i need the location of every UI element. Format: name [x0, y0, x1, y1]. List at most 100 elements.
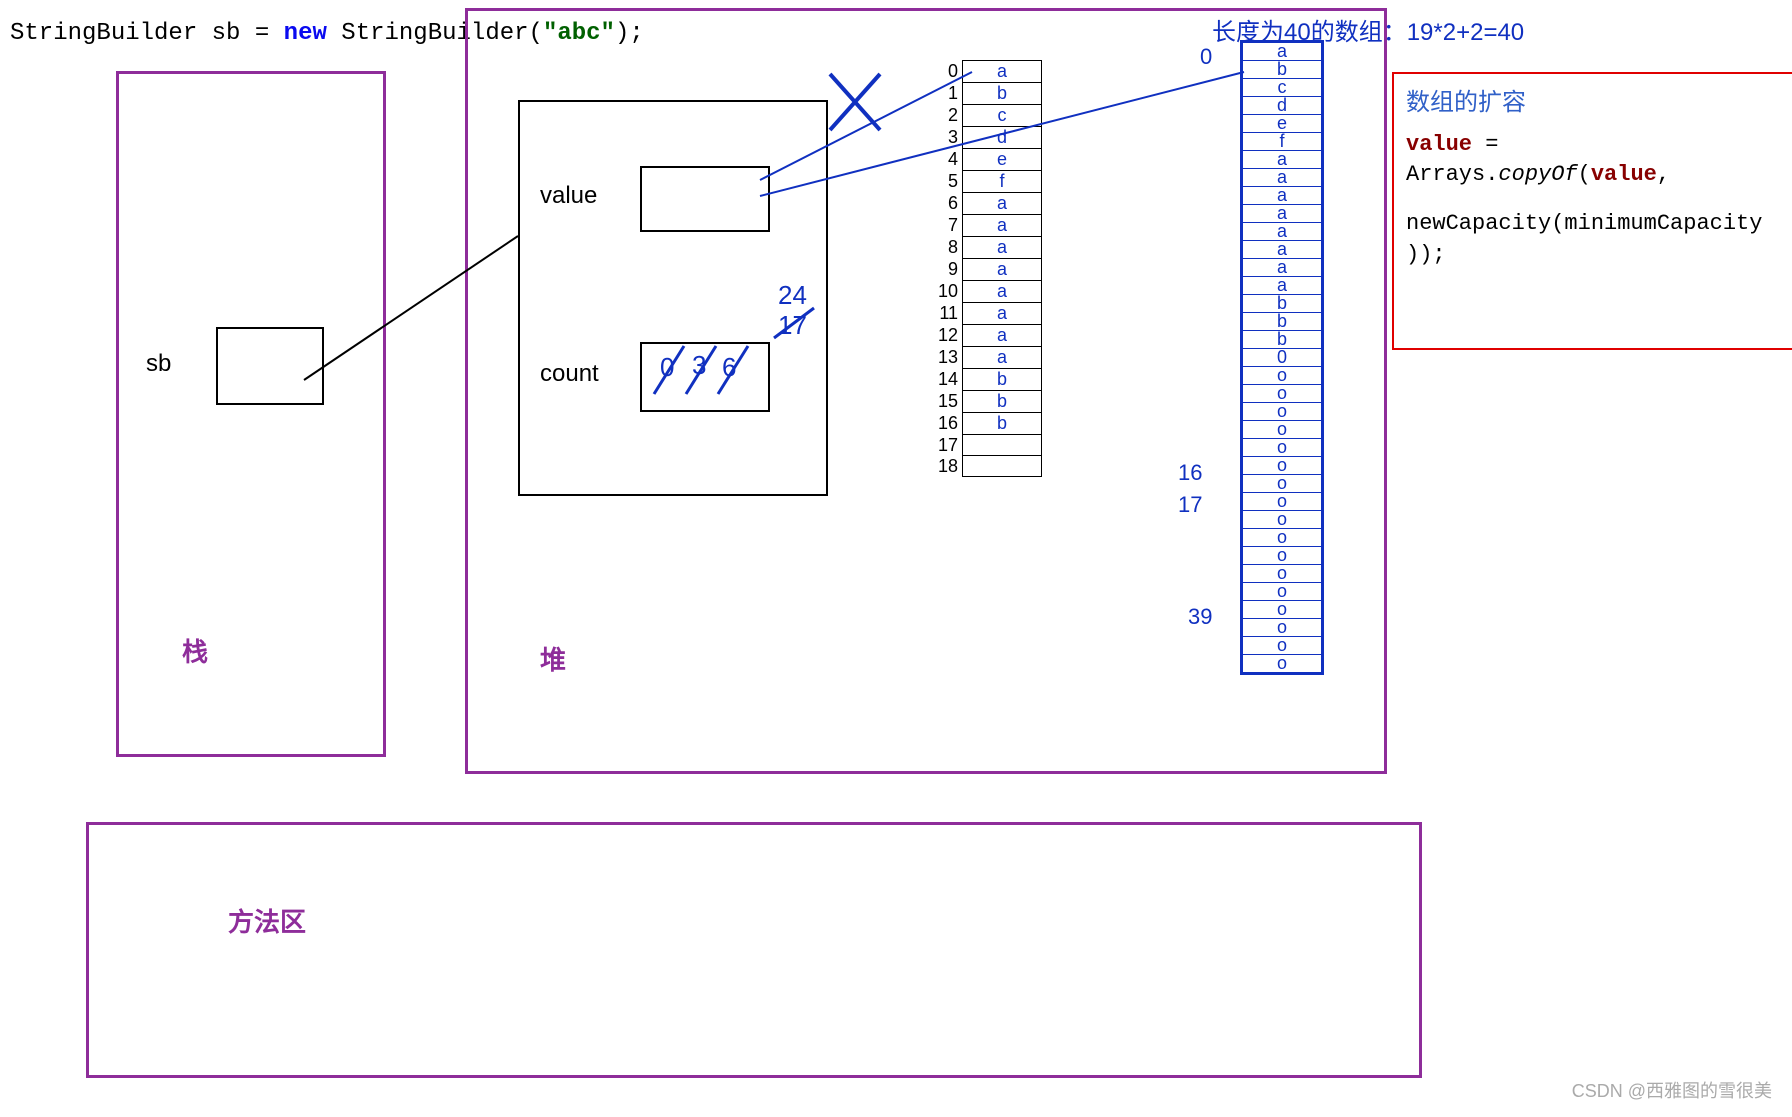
- arr19-idx: 6: [926, 193, 963, 215]
- stack-label: 栈: [182, 632, 208, 669]
- arr19-idx: 8: [926, 237, 963, 259]
- arr19-idx: 13: [926, 347, 963, 369]
- arr19-cell: d: [963, 127, 1042, 149]
- heap-label: 堆: [540, 640, 566, 677]
- arr40-cell: a: [1243, 223, 1322, 241]
- arr19-cell: a: [963, 237, 1042, 259]
- arr19-idx: 5: [926, 171, 963, 193]
- arr40-cell: a: [1243, 241, 1322, 259]
- arr19-cell: b: [963, 413, 1042, 435]
- arr19-cell: e: [963, 149, 1042, 171]
- info-l2b: copyOf: [1498, 162, 1577, 187]
- info-line-1: value =: [1406, 130, 1792, 161]
- arr40-cell: d: [1243, 97, 1322, 115]
- arr40-cell: b: [1243, 61, 1322, 79]
- arr40-cell: o: [1243, 385, 1322, 403]
- arr40-cell: c: [1243, 79, 1322, 97]
- arr40-cell: o: [1243, 529, 1322, 547]
- info-box: 数组的扩容 value = Arrays.copyOf(value, newCa…: [1392, 72, 1792, 350]
- info-title: 数组的扩容: [1406, 86, 1792, 120]
- count-extra-1: 17: [778, 310, 807, 341]
- arr40-cell: a: [1243, 259, 1322, 277]
- arr19-idx: 10: [926, 281, 963, 303]
- stack-region: [116, 71, 386, 757]
- arr19-idx: 11: [926, 303, 963, 325]
- arr19-cell: b: [963, 369, 1042, 391]
- info-l2a: Arrays.: [1406, 162, 1498, 187]
- arr40-cell: a: [1243, 169, 1322, 187]
- arr40-cell: o: [1243, 403, 1322, 421]
- arr40-idx-17: 17: [1178, 492, 1202, 518]
- arr40-cell: o: [1243, 619, 1322, 637]
- array-19: 0a1b2c3d4e5f6a7a8a9a10a11a12a13a14b15b16…: [926, 60, 1042, 477]
- count-extra-0: 24: [778, 280, 807, 311]
- arr19-idx: 15: [926, 391, 963, 413]
- arr40-cell: a: [1243, 277, 1322, 295]
- arr19-cell: b: [963, 83, 1042, 105]
- arr19-cell: a: [963, 325, 1042, 347]
- arr40-cell: o: [1243, 511, 1322, 529]
- method-area-label: 方法区: [228, 902, 306, 939]
- stack-var-box: [216, 327, 324, 405]
- count-strike-2: 6: [722, 352, 736, 383]
- arr40-cell: o: [1243, 655, 1322, 673]
- stack-var-label: sb: [146, 350, 171, 378]
- arr19-cell: c: [963, 105, 1042, 127]
- arr40-cell: o: [1243, 601, 1322, 619]
- arr40-cell: o: [1243, 367, 1322, 385]
- arr40-cell: o: [1243, 583, 1322, 601]
- arr40-idx-0: 0: [1200, 44, 1212, 70]
- arr19-cell: [963, 435, 1042, 456]
- arr19-idx: 7: [926, 215, 963, 237]
- heap-value-label: value: [540, 182, 597, 210]
- arr19-idx: 4: [926, 149, 963, 171]
- arr40-cell: a: [1243, 151, 1322, 169]
- info-l1b: =: [1472, 132, 1498, 157]
- arr40-cell: o: [1243, 565, 1322, 583]
- info-line-4: ));: [1406, 240, 1792, 271]
- arr19-idx: 16: [926, 413, 963, 435]
- arr19-idx: 1: [926, 83, 963, 105]
- arr19-idx: 17: [926, 435, 963, 456]
- code-var: sb: [212, 20, 241, 47]
- arr19-idx: 9: [926, 259, 963, 281]
- arr40-cell: a: [1243, 43, 1322, 61]
- arr40-idx-39: 39: [1188, 604, 1212, 630]
- info-l2d: value: [1591, 162, 1657, 187]
- arr40-cell: o: [1243, 421, 1322, 439]
- arr40-cell: o: [1243, 637, 1322, 655]
- code-type: StringBuilder: [10, 20, 197, 47]
- watermark: CSDN @西雅图的雪很美: [1572, 1077, 1772, 1103]
- arr19-cell: a: [963, 215, 1042, 237]
- arr19-cell: a: [963, 303, 1042, 325]
- arr40-cell: b: [1243, 295, 1322, 313]
- arr40-cell: b: [1243, 313, 1322, 331]
- arr19-cell: b: [963, 391, 1042, 413]
- arr19-cell: a: [963, 193, 1042, 215]
- arr40-cell: o: [1243, 457, 1322, 475]
- info-line-3: newCapacity(minimumCapacity: [1406, 209, 1792, 240]
- heap-value-box: [640, 166, 770, 232]
- heap-count-label: count: [540, 360, 599, 388]
- array-19-table: 0a1b2c3d4e5f6a7a8a9a10a11a12a13a14b15b16…: [926, 60, 1042, 477]
- arr19-cell: a: [963, 259, 1042, 281]
- arr19-idx: 12: [926, 325, 963, 347]
- arr19-cell: a: [963, 61, 1042, 83]
- arr40-idx-16: 16: [1178, 460, 1202, 486]
- arr19-idx: 3: [926, 127, 963, 149]
- info-l2c: (: [1578, 162, 1591, 187]
- arr19-idx: 0: [926, 61, 963, 83]
- arr19-idx: 2: [926, 105, 963, 127]
- arr40-cell: o: [1243, 475, 1322, 493]
- info-l2e: ,: [1657, 162, 1670, 187]
- info-line-2: Arrays.copyOf(value,: [1406, 160, 1792, 191]
- arr40-cell: e: [1243, 115, 1322, 133]
- arr19-cell: f: [963, 171, 1042, 193]
- arr40-cell: a: [1243, 187, 1322, 205]
- array-40-table: abcdefaaaaaaaabbb0ooooooooooooooooo: [1242, 42, 1322, 673]
- count-strike-1: 3: [692, 350, 706, 381]
- arr19-idx: 14: [926, 369, 963, 391]
- arr19-cell: a: [963, 347, 1042, 369]
- array-40: abcdefaaaaaaaabbb0ooooooooooooooooo: [1240, 40, 1324, 675]
- arr40-cell: o: [1243, 439, 1322, 457]
